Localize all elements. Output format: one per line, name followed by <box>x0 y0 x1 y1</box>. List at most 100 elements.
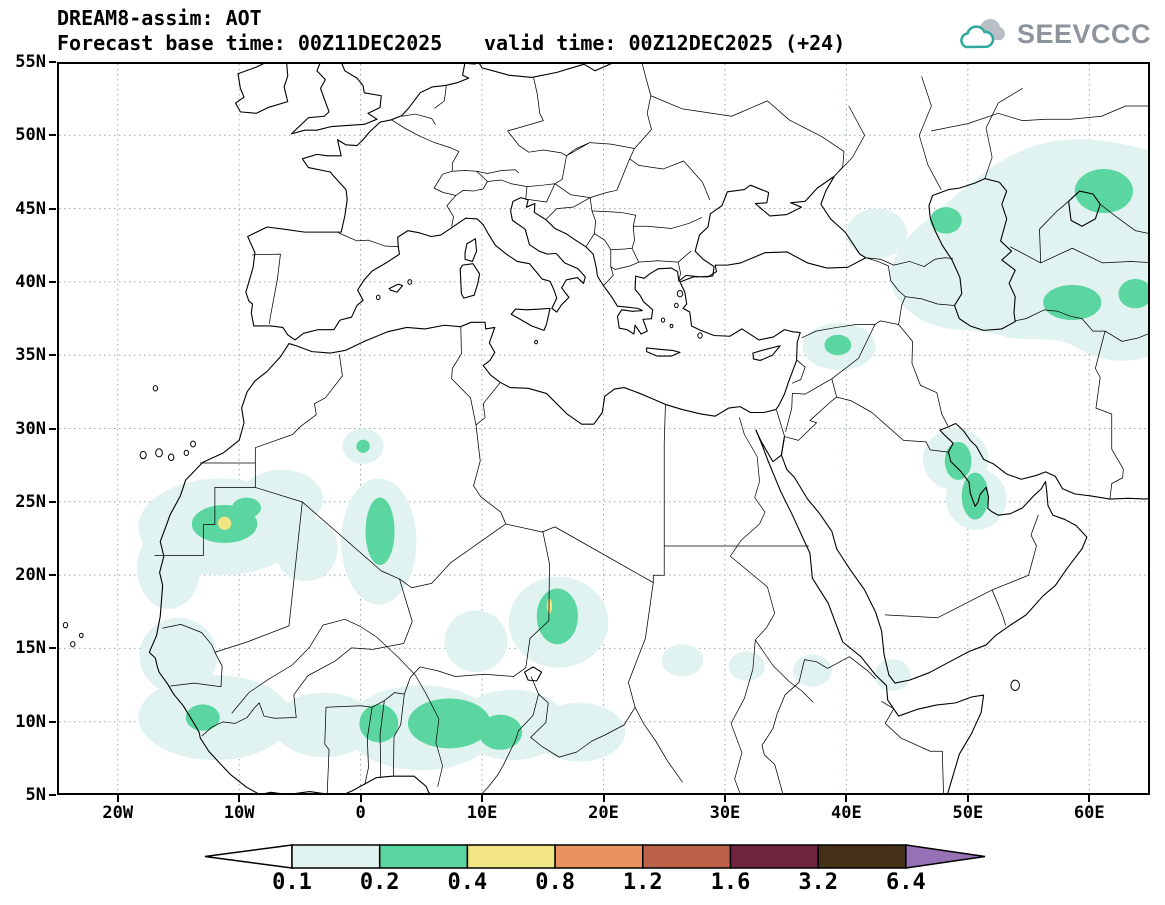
lon-tick-mark <box>966 795 969 802</box>
coastline-britain <box>291 62 381 134</box>
coastline-arabia <box>781 423 1150 683</box>
lat-tick-label: 5N <box>25 785 46 805</box>
lat-tick-label: 20N <box>15 565 46 586</box>
lon-tick-label: 10W <box>223 803 255 823</box>
forecast-base-time: Forecast base time: 00Z11DEC2025 <box>57 31 443 55</box>
aot-region-level1 <box>533 702 626 762</box>
lat-tick-label: 30N <box>15 418 46 439</box>
lon-tick-mark <box>845 795 848 802</box>
plot-title: DREAM8-assim: AOT <box>57 6 262 30</box>
lat-tick-label: 10N <box>15 711 46 732</box>
lon-tick-mark <box>723 795 726 802</box>
lat-tick-label: 35N <box>15 345 46 366</box>
aot-region-level1 <box>444 610 508 673</box>
lat-tick-mark <box>49 280 56 283</box>
seevccc-logo: SEEVCCC <box>957 16 1151 52</box>
lat-tick-mark <box>49 207 56 210</box>
aot-region-level2 <box>407 698 491 749</box>
aot-shaded-regions <box>137 139 1150 771</box>
aot-region-level1 <box>273 692 376 758</box>
coastline-ireland <box>236 62 288 113</box>
aot-region-level1 <box>728 651 766 681</box>
aot-region-level1 <box>274 516 338 582</box>
colorbar-segment <box>378 844 469 869</box>
aot-region-level2 <box>478 714 523 750</box>
colorbar-segment <box>817 844 907 869</box>
lon-tick-label: 0 <box>355 803 366 823</box>
lon-tick-label: 30E <box>709 803 741 823</box>
aot-region-level2 <box>365 497 395 566</box>
coastline-redsea-somalia <box>756 430 984 795</box>
lat-tick-label: 45N <box>15 198 46 219</box>
aot-region-level2 <box>1074 169 1133 214</box>
colorbar-segment <box>729 844 819 869</box>
lat-tick-mark <box>49 794 56 796</box>
lat-tick-mark <box>49 134 56 137</box>
colorbar-underflow-arrow <box>204 844 293 869</box>
valid-time: valid time: 00Z12DEC2025 (+24) <box>484 31 846 55</box>
aot-region-level3 <box>546 598 553 614</box>
rivers <box>232 77 1023 795</box>
lon-tick-label: 60E <box>1073 803 1105 823</box>
colorbar <box>204 844 986 869</box>
lat-tick-label: 25N <box>15 491 46 512</box>
lon-tick-mark <box>1088 795 1091 802</box>
aot-region-level2 <box>536 588 578 645</box>
aral-sea <box>1069 191 1101 226</box>
aot-region-level2 <box>930 207 962 234</box>
lat-tick-mark <box>49 354 56 357</box>
caspian-sea <box>929 179 1015 331</box>
cloud-icon <box>960 18 1005 49</box>
country-borders <box>155 62 1150 795</box>
lon-tick-label: 20W <box>102 803 134 823</box>
lon-tick-mark <box>359 795 362 802</box>
islands <box>389 239 780 681</box>
lat-tick-label: 15N <box>15 638 46 659</box>
aot-region-level2 <box>824 334 852 356</box>
aot-region-level1 <box>137 526 201 610</box>
aot-region-level2 <box>359 704 399 743</box>
aot-region-level2 <box>1118 279 1150 309</box>
colorbar-overflow-arrow <box>905 844 986 869</box>
lat-tick-label: 55N <box>15 52 46 72</box>
lon-tick-mark <box>481 795 484 802</box>
lon-tick-mark <box>238 795 241 802</box>
coastline-sinai <box>756 430 785 462</box>
lat-tick-label: 50N <box>15 125 46 146</box>
aot-region-level1 <box>846 208 908 259</box>
lon-tick-label: 20E <box>588 803 619 823</box>
aot-region-level2 <box>231 497 262 519</box>
lat-tick-mark <box>49 61 56 63</box>
coastlines-and-borders <box>63 62 1150 795</box>
aot-region-level1 <box>874 658 911 692</box>
aot-region-level3 <box>217 516 232 530</box>
lat-tick-mark <box>49 500 56 503</box>
lat-tick-label: 40N <box>15 271 46 292</box>
lon-tick-label: 40E <box>831 803 862 823</box>
lon-tick-label: 50E <box>952 803 984 823</box>
aot-region-level2 <box>356 439 370 453</box>
aot-region-level1 <box>240 469 323 529</box>
lon-tick-label: 10E <box>466 803 498 823</box>
lat-tick-mark <box>49 427 56 430</box>
colorbar-segment <box>554 844 644 869</box>
colorbar-segment <box>291 844 381 869</box>
aot-region-level2 <box>1043 284 1102 321</box>
aot-region-level1 <box>139 617 218 695</box>
colorbar-segment <box>642 844 732 869</box>
colorbar-segment <box>466 844 556 869</box>
lon-tick-mark <box>116 795 119 802</box>
coastline-baltic <box>478 62 618 77</box>
coastline-main <box>149 62 866 795</box>
aot-region-level1 <box>661 644 704 677</box>
map-frame <box>57 62 1150 795</box>
aot-region-level2 <box>961 472 989 520</box>
aot-region-level1 <box>792 654 832 687</box>
aot-region-level2 <box>944 441 972 480</box>
lat-tick-mark <box>49 647 56 650</box>
lon-tick-mark <box>602 795 605 802</box>
lat-tick-mark <box>49 574 56 577</box>
logo-text: SEEVCCC <box>1016 18 1151 49</box>
forecast-map <box>57 62 1150 795</box>
